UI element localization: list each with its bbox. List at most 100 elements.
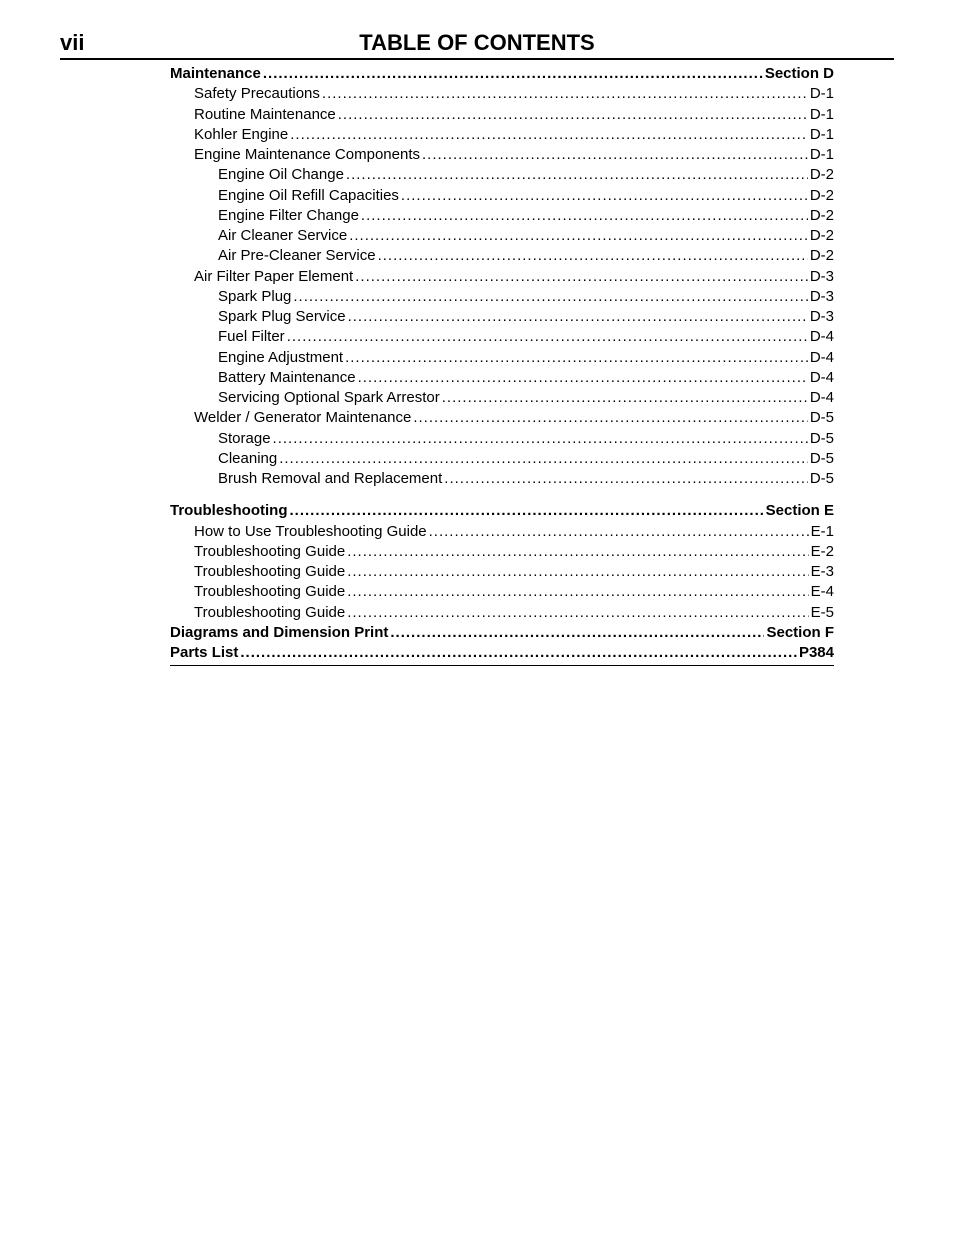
toc-entry-page: D-2: [810, 246, 834, 266]
toc-dots: ........................................…: [355, 267, 808, 287]
toc-dots: ........................................…: [287, 327, 808, 347]
toc-entry-page: D-2: [810, 226, 834, 246]
toc-entry: Air Filter Paper Element ...............…: [170, 267, 834, 287]
toc-entry-label: Engine Oil Change: [218, 165, 344, 185]
toc-entry: Fuel Filter ............................…: [170, 327, 834, 347]
toc-entry-page: Section D: [765, 64, 834, 84]
toc-entry-label: Troubleshooting Guide: [194, 582, 345, 602]
toc-entry-page: D-3: [810, 267, 834, 287]
toc-entry-page: D-4: [810, 388, 834, 408]
toc-dots: ........................................…: [349, 226, 808, 246]
toc-entry-label: Troubleshooting Guide: [194, 542, 345, 562]
toc-entry: Engine Filter Change ...................…: [170, 206, 834, 226]
toc-entry-page: D-4: [810, 327, 834, 347]
toc-entry: Troubleshooting Guide ..................…: [170, 582, 834, 602]
toc-dots: ........................................…: [347, 562, 808, 582]
toc-entry: Routine Maintenance ....................…: [170, 105, 834, 125]
toc-entry-page: E-4: [811, 582, 834, 602]
toc-entry-label: Cleaning: [218, 449, 277, 469]
toc-entry-page: E-5: [811, 603, 834, 623]
toc-entry-page: D-1: [810, 145, 834, 165]
toc-entry-label: Troubleshooting Guide: [194, 562, 345, 582]
toc-dots: ........................................…: [346, 165, 808, 185]
toc-entry-page: D-5: [810, 469, 834, 489]
toc-dots: ........................................…: [279, 449, 808, 469]
toc-entry-label: Battery Maintenance: [218, 368, 356, 388]
toc-entry-page: D-2: [810, 165, 834, 185]
toc-dots: ........................................…: [361, 206, 808, 226]
toc-dots: ........................................…: [347, 542, 808, 562]
toc-entry-label: Engine Filter Change: [218, 206, 359, 226]
toc-entry: Servicing Optional Spark Arrestor ......…: [170, 388, 834, 408]
toc-entry-page: D-4: [810, 368, 834, 388]
toc-entry: Troubleshooting Guide ..................…: [170, 562, 834, 582]
toc-entry: Cleaning................................…: [170, 449, 834, 469]
toc-entry: Battery Maintenance ....................…: [170, 368, 834, 388]
toc-entry: Engine Maintenance Components ..........…: [170, 145, 834, 165]
toc-dots: ........................................…: [442, 388, 808, 408]
header-row: vii TABLE OF CONTENTS: [60, 30, 894, 60]
toc-dots: ........................................…: [348, 307, 808, 327]
toc-entry-label: Servicing Optional Spark Arrestor: [218, 388, 440, 408]
toc-dots: ........................................…: [290, 501, 764, 521]
toc-entry-label: Diagrams and Dimension Print: [170, 623, 388, 643]
toc-entry-page: D-5: [810, 429, 834, 449]
toc-entry-page: D-1: [810, 84, 834, 104]
toc-entry: Maintenance.............................…: [170, 64, 834, 84]
toc-entry: Engine Oil Change ......................…: [170, 165, 834, 185]
toc-entry-label: Air Pre-Cleaner Service: [218, 246, 376, 266]
toc-entry-label: Air Filter Paper Element: [194, 267, 353, 287]
end-rule: [170, 665, 834, 666]
toc-entry-label: Spark Plug: [218, 287, 291, 307]
toc-dots: ........................................…: [429, 522, 809, 542]
toc-dots: ........................................…: [413, 408, 807, 428]
toc-entry: Safety Precautions .....................…: [170, 84, 834, 104]
toc-entry-label: Engine Maintenance Components: [194, 145, 420, 165]
toc-entry: Air Pre-Cleaner Service ................…: [170, 246, 834, 266]
toc-dots: ........................................…: [345, 348, 808, 368]
toc-entry-label: Engine Oil Refill Capacities: [218, 186, 399, 206]
toc-entry-page: D-4: [810, 348, 834, 368]
toc-dots: ........................................…: [422, 145, 808, 165]
toc-entry: Welder / Generator Maintenance .........…: [170, 408, 834, 428]
toc-entry-label: Routine Maintenance: [194, 105, 336, 125]
toc-entry-page: D-5: [810, 449, 834, 469]
toc-entry: Parts List .............................…: [170, 643, 834, 663]
toc-container: Maintenance.............................…: [170, 64, 834, 663]
page-number: vii: [60, 30, 160, 56]
toc-dots: ........................................…: [273, 429, 808, 449]
toc-entry: Storage ................................…: [170, 429, 834, 449]
toc-dots: ........................................…: [338, 105, 808, 125]
toc-entry-label: Fuel Filter: [218, 327, 285, 347]
toc-dots: ........................................…: [290, 125, 808, 145]
toc-entry-label: Brush Removal and Replacement: [218, 469, 442, 489]
toc-entry: Brush Removal and Replacement ..........…: [170, 469, 834, 489]
toc-dots: ........................................…: [322, 84, 808, 104]
toc-entry-page: D-5: [810, 408, 834, 428]
toc-dots: ........................................…: [358, 368, 808, 388]
toc-entry-page: E-3: [811, 562, 834, 582]
toc-dots: ........................................…: [347, 582, 808, 602]
section-gap: [170, 489, 834, 501]
toc-dots: ........................................…: [444, 469, 808, 489]
toc-entry-page: Section E: [766, 501, 834, 521]
toc-entry-page: D-1: [810, 105, 834, 125]
toc-dots: ........................................…: [263, 64, 763, 84]
toc-entry-page: E-2: [811, 542, 834, 562]
toc-entry-page: D-2: [810, 186, 834, 206]
toc-dots: ........................................…: [390, 623, 764, 643]
toc-entry: Kohler Engine...........................…: [170, 125, 834, 145]
toc-entry-label: Troubleshooting Guide: [194, 603, 345, 623]
toc-entry-page: E-1: [811, 522, 834, 542]
toc-entry-label: Troubleshooting: [170, 501, 288, 521]
toc-entry-label: Storage: [218, 429, 271, 449]
toc-dots: ........................................…: [347, 603, 808, 623]
toc-entry-label: Safety Precautions: [194, 84, 320, 104]
toc-entry: Troubleshooting ........................…: [170, 501, 834, 521]
toc-entry-page: D-3: [810, 307, 834, 327]
toc-entry-label: Kohler Engine: [194, 125, 288, 145]
toc-entry-label: Maintenance: [170, 64, 261, 84]
toc-entry-label: Air Cleaner Service: [218, 226, 347, 246]
toc-entry: Spark Plug .............................…: [170, 287, 834, 307]
toc-entry-label: Welder / Generator Maintenance: [194, 408, 411, 428]
